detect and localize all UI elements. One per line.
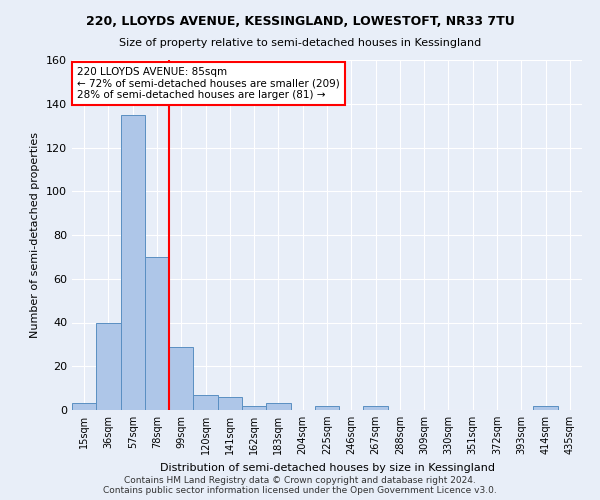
Bar	[242, 406, 266, 410]
Bar	[145, 257, 169, 410]
Text: 220, LLOYDS AVENUE, KESSINGLAND, LOWESTOFT, NR33 7TU: 220, LLOYDS AVENUE, KESSINGLAND, LOWESTO…	[86, 15, 514, 28]
Bar	[169, 346, 193, 410]
Bar	[315, 406, 339, 410]
Text: 220 LLOYDS AVENUE: 85sqm
← 72% of semi-detached houses are smaller (209)
28% of : 220 LLOYDS AVENUE: 85sqm ← 72% of semi-d…	[77, 67, 340, 100]
Bar	[218, 397, 242, 410]
Bar	[266, 404, 290, 410]
Bar	[364, 406, 388, 410]
Y-axis label: Number of semi-detached properties: Number of semi-detached properties	[31, 132, 40, 338]
Bar	[533, 406, 558, 410]
Text: Size of property relative to semi-detached houses in Kessingland: Size of property relative to semi-detach…	[119, 38, 481, 48]
Bar	[96, 322, 121, 410]
X-axis label: Distribution of semi-detached houses by size in Kessingland: Distribution of semi-detached houses by …	[160, 462, 494, 472]
Bar	[193, 394, 218, 410]
Bar	[121, 114, 145, 410]
Bar	[72, 404, 96, 410]
Text: Contains HM Land Registry data © Crown copyright and database right 2024.
Contai: Contains HM Land Registry data © Crown c…	[103, 476, 497, 495]
